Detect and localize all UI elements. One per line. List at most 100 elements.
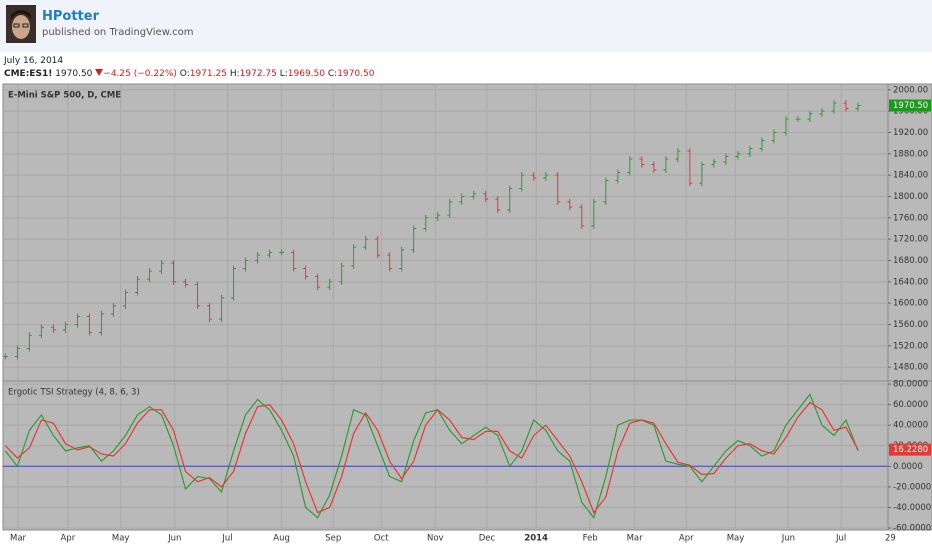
x-tick-label: Dec (479, 534, 496, 544)
price-bar (591, 198, 597, 229)
x-tick-label: Sep (325, 534, 341, 544)
price-bar (543, 172, 549, 181)
y-tick-label: 2000.00 (893, 85, 928, 95)
published: published on TradingView.com (42, 27, 194, 38)
price-bar (291, 249, 297, 272)
price-bar (771, 129, 777, 144)
open: 1971.25 (189, 69, 227, 79)
x-tick-label: Oct (374, 534, 389, 544)
price-bar (38, 324, 44, 339)
price-bar (243, 257, 249, 272)
price-bar (315, 273, 321, 291)
quote: CME:ES1! 1970.50 −4.25 (−0.22%) O:1971.2… (4, 69, 374, 79)
change: −4.25 (−0.22%) (103, 69, 177, 79)
x-tick-label: Aug (273, 534, 290, 544)
high: 1972.75 (239, 69, 277, 79)
close: 1970.50 (337, 69, 375, 79)
price-bar (531, 172, 537, 181)
avatar[interactable] (6, 5, 36, 43)
price-bar (98, 310, 104, 336)
price-bar (615, 169, 621, 184)
y-tick-label: 1480.00 (893, 363, 928, 373)
price-bar (447, 198, 453, 219)
price-bar (279, 249, 285, 256)
y-tick-label: 1520.00 (893, 341, 928, 351)
price-bar (74, 313, 80, 328)
price-bar (747, 145, 753, 157)
x-tick-label: May (727, 534, 745, 544)
y-tick-label: 1960.00 (893, 107, 928, 117)
y-tick-label: -20.0000 (893, 482, 931, 492)
y-tick-label: 1920.00 (893, 128, 928, 138)
last-value-box (889, 443, 931, 456)
price-bar (146, 268, 152, 283)
price-bar (807, 110, 813, 123)
pane-title: Ergotic TSI Strategy (4, 8, 6, 3) (8, 388, 140, 398)
price-bar (507, 185, 513, 213)
close-label: C: (327, 69, 338, 79)
price-bar (471, 190, 477, 200)
price-bar (567, 198, 573, 211)
price-bar (339, 262, 345, 285)
x-tick-label: 29 (885, 534, 896, 544)
price-bar (831, 100, 837, 115)
y-tick-label: 1760.00 (893, 213, 928, 223)
price-bar (26, 332, 32, 352)
open-label: O: (179, 69, 190, 79)
price-bar (50, 324, 56, 333)
x-tick-label: Apr (60, 534, 75, 544)
price-bar (663, 156, 669, 173)
price-bar (327, 278, 333, 291)
y-tick-label: 40.0000 (893, 421, 928, 431)
price-bar (555, 172, 561, 205)
price-bar (435, 212, 441, 221)
chart: 1480.00 1520.00 1560.00 1600.00 1640.00 1680.… (2, 83, 932, 544)
price-bar (483, 190, 489, 203)
price-bar (207, 302, 213, 323)
x-tick-label: 2014 (524, 534, 548, 544)
price-bar (183, 278, 189, 288)
price-bar (411, 225, 417, 253)
low: 1969.50 (287, 69, 325, 79)
y-tick-label: 1800.00 (893, 192, 928, 202)
price-bar (303, 265, 309, 280)
price-bar (267, 249, 273, 259)
symbol: CME:ES1! (4, 69, 53, 79)
y-tick-label: 1560.00 (893, 320, 928, 330)
price-bar (110, 302, 116, 317)
x-tick-label: Mar (627, 534, 644, 544)
price-bar (159, 260, 165, 275)
price-bar (723, 153, 729, 165)
last: 1970.50 (55, 69, 93, 79)
price-bar (171, 260, 177, 285)
price-bar (855, 102, 861, 112)
y-tick-label: -40.0000 (893, 503, 931, 513)
price-bar (363, 236, 369, 251)
price-bar (639, 156, 645, 168)
x-tick-label: Jul (221, 534, 232, 544)
price-bar (843, 100, 849, 112)
y-tick-label: 0.0000 (893, 462, 923, 472)
last-value-label: 1970.50 (893, 101, 928, 111)
price-bar (399, 246, 405, 272)
x-tick-label: Nov (427, 534, 444, 544)
price-bar (627, 156, 633, 176)
author[interactable]: HPotter (42, 9, 99, 24)
y-tick-label: -60.0000 (893, 524, 931, 534)
header: HPotter published on TradingView.com (0, 0, 932, 52)
price-bar (387, 252, 393, 272)
y-tick-label: 80.0000 (893, 380, 928, 390)
price-bar (699, 161, 705, 187)
last-value-box (889, 99, 931, 112)
price-bar (14, 345, 20, 360)
low-label: L: (279, 69, 288, 79)
price-bar (711, 158, 717, 168)
series-line (4, 393, 859, 520)
y-tick-label: 1880.00 (893, 149, 928, 159)
x-tick-label: Jun (167, 534, 181, 544)
price-bar (459, 193, 465, 205)
price-bar (231, 265, 237, 301)
x-tick-label: Mar (10, 534, 27, 544)
pane-title: E-Mini S&P 500, D, CME (8, 91, 121, 101)
price-bar (675, 148, 681, 163)
